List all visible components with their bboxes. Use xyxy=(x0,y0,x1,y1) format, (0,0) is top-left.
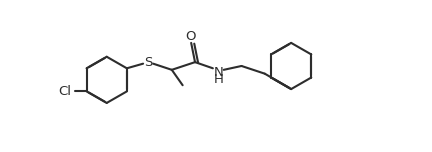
Text: Cl: Cl xyxy=(58,85,71,98)
Text: S: S xyxy=(144,56,153,69)
Text: O: O xyxy=(185,30,196,43)
Text: N: N xyxy=(213,66,223,79)
Text: H: H xyxy=(213,73,223,86)
